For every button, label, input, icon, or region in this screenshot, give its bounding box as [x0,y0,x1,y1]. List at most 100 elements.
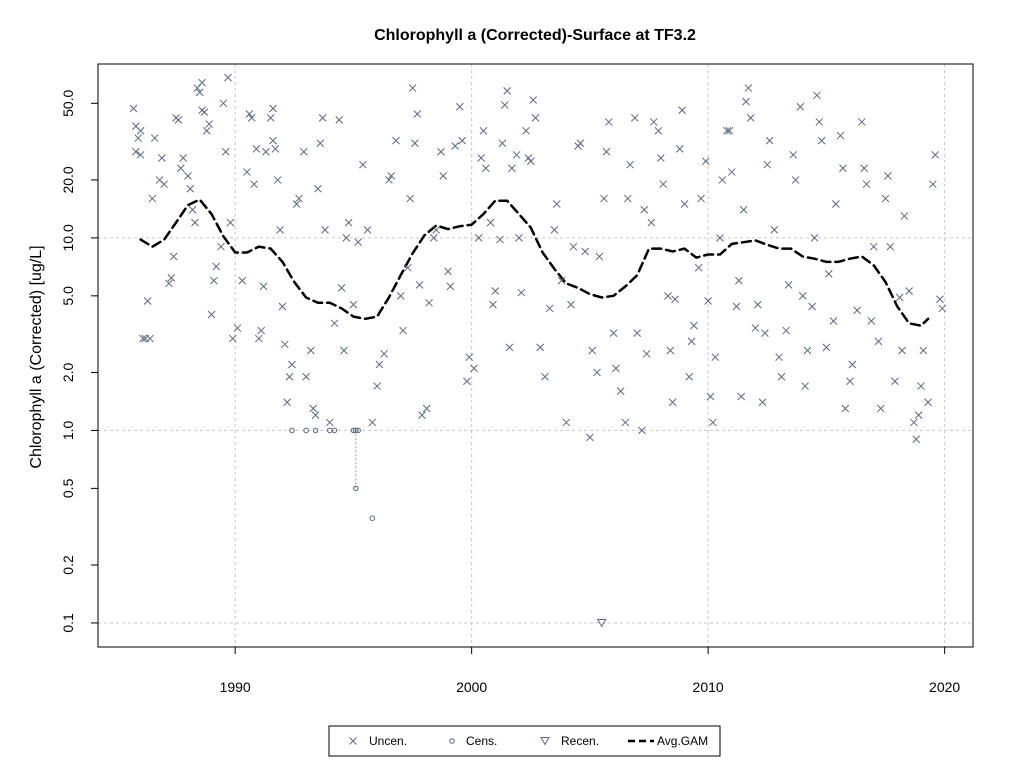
uncensored-point [668,398,677,407]
uncensored-point [723,126,731,135]
uncensored-point [349,300,358,309]
uncensored-point [581,247,590,256]
uncensored-point [479,126,488,135]
uncensored-point [638,426,646,435]
uncensored-point [593,368,601,377]
x-tick-label: 2010 [693,679,724,695]
uncensored-point [886,242,895,251]
uncensored-point [857,118,866,126]
censored-point [331,427,338,434]
grid-lines [98,64,973,647]
uncensored-point [396,291,405,300]
uncensored-point [368,418,377,427]
uncensored-point [836,131,845,140]
uncensored-point [311,411,320,420]
uncensored-point [739,205,748,214]
uncensored-point [775,353,783,362]
uncensored-point [640,205,649,214]
uncensored-point [609,329,618,338]
y-tick-label: 0.2 [60,555,76,575]
uncensored-point [912,435,921,444]
uncensored-point [321,226,329,234]
censored-point [289,427,295,434]
uncensored-point [900,212,909,220]
y-tick-label: 50.0 [60,89,76,116]
censored-point [352,427,359,434]
uncensored-point [810,234,819,242]
uncensored-point [288,360,296,369]
uncensored-point [822,343,831,352]
uncensored-point [694,263,703,272]
uncensored-point [238,276,247,285]
uncensored-point [165,279,173,288]
uncensored-point [737,392,746,401]
uncensored-point [746,114,755,122]
uncensored-point [285,372,294,381]
uncensored-point [630,114,639,122]
uncensored-point [408,84,417,92]
uncensored-point [413,110,422,118]
uncensored-point [711,353,720,362]
uncensored-point [626,160,634,169]
uncensored-point [375,360,384,369]
uncensored-point [465,353,474,362]
uncensored-point [139,334,147,343]
uncensored-point [302,372,310,381]
y-tick-label: 2.0 [60,363,76,383]
uncensored-point [829,317,838,325]
uncensored-point [666,346,675,355]
chart-title: Chlorophyll a (Corrected)-Surface at TF3… [374,27,696,44]
uncensored-point [403,263,412,272]
uncensored-point [517,288,526,297]
uncensored-point [798,291,807,300]
uncensored-point [659,180,668,189]
uncensored-point [188,205,197,214]
uncensored-point [344,218,353,227]
uncensored-point [874,337,883,346]
uncensored-point [588,346,597,355]
uncensored-point [477,154,485,162]
uncensored-point [167,273,176,282]
x-tick-label: 2020 [929,679,960,695]
uncensored-point [373,382,381,390]
uncensored-point [174,116,183,124]
uncensored-point [221,147,230,156]
legend-label: Uncen. [369,734,407,748]
uncensored-point [474,234,483,242]
uncensored-point [919,346,928,355]
uncensored-point [136,126,145,135]
uncensored-point [257,326,266,335]
uncensored-point [685,372,694,381]
uncensored-point [503,87,511,95]
uncensored-point [363,226,372,234]
uncensored-point [928,180,937,189]
uncensored-point [299,147,308,156]
uncensored-point [340,346,348,355]
uncensored-point [808,302,817,311]
uncensored-point [777,372,786,381]
uncensored-point [273,176,282,184]
uncensored-point [633,329,642,338]
uncensored-point [697,194,705,203]
legend-label: Avg.GAM [657,734,708,748]
uncensored-point [671,295,679,304]
uncensored-point [418,411,426,420]
uncensored-point [557,276,566,285]
uncensored-point [758,398,767,407]
censored-point [303,427,309,434]
uncensored-point [796,102,805,111]
uncensored-point [202,126,211,135]
uncensored-point [910,418,918,427]
uncensored-point [354,238,362,247]
uncensored-point [706,392,715,401]
uncensored-point [280,340,289,349]
uncensored-point [586,433,594,442]
uncensored-point [148,194,157,203]
uncensored-point [522,126,530,135]
uncensored-point [446,282,455,291]
legend: Uncen. Cens. Recen. Avg.GAM [328,725,721,757]
uncensored-point [545,304,554,313]
uncensored-point [146,334,154,343]
uncensored-point [210,276,218,285]
uncensored-point [600,194,608,203]
